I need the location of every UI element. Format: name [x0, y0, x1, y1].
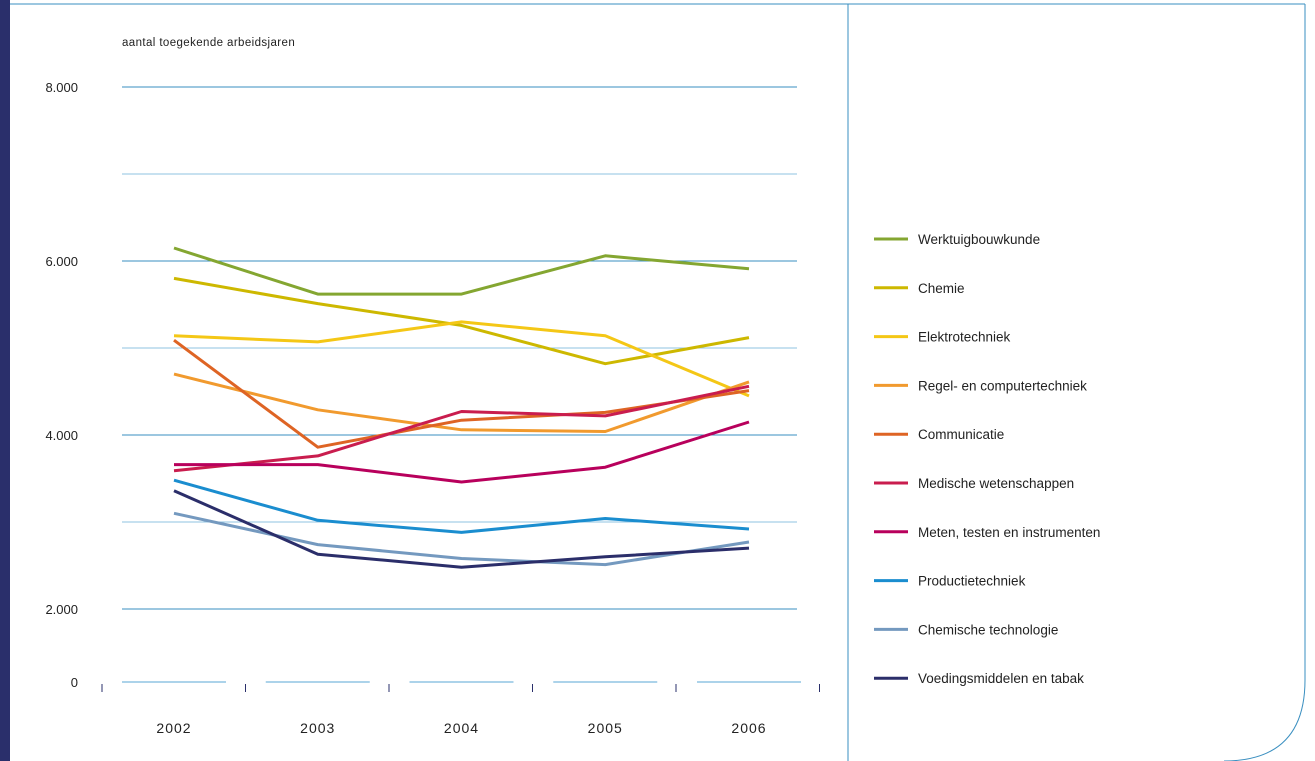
y-tick-label: 8.000: [45, 80, 78, 95]
gridlines: [122, 86, 797, 610]
x-tick-label: 2005: [588, 720, 623, 736]
legend-label: Voedingsmiddelen en tabak: [918, 671, 1084, 686]
x-tick-label: 2004: [444, 720, 479, 736]
legend-label: Chemie: [918, 281, 965, 296]
y-tick-label: 4.000: [45, 428, 78, 443]
chart-frame: [10, 3, 1306, 761]
legend-label: Elektrotechniek: [918, 330, 1011, 345]
y-tick-label: 0: [71, 675, 78, 690]
legend-label: Chemische technologie: [918, 622, 1058, 637]
series-line: [173, 478, 750, 534]
series-line: [173, 489, 750, 569]
x-tick-label: 2003: [300, 720, 335, 736]
series-line: [173, 384, 750, 473]
x-tick-label: 2006: [731, 720, 766, 736]
y-tick-labels: 0 2.000 4.000 6.000 8.000: [45, 80, 78, 690]
legend-label: Meten, testen en instrumenten: [918, 525, 1100, 540]
y-axis-label: aantal toegekende arbeidsjaren: [122, 37, 295, 49]
x-axis: 2002 2003 2004 2005 2006: [101, 681, 820, 736]
legend-label: Communicatie: [918, 427, 1004, 442]
legend: Werktuigbouwkunde Chemie Elektrotechniek Re…: [874, 232, 1100, 686]
left-accent-bar: [0, 0, 10, 761]
legend-label: Productietechniek: [918, 574, 1026, 589]
series-line: [173, 320, 750, 398]
legend-label: Regel- en computertechniek: [918, 378, 1087, 393]
series-lines: [173, 246, 750, 569]
series-line: [174, 420, 750, 484]
x-tick-label: 2002: [156, 720, 191, 736]
legend-label: Medische wetenschappen: [918, 476, 1074, 491]
y-tick-label: 6.000: [45, 254, 78, 269]
series-line: [173, 511, 750, 567]
series-line: [173, 246, 750, 296]
y-tick-label: 2.000: [45, 602, 78, 617]
series-line: [173, 372, 750, 433]
legend-label: Werktuigbouwkunde: [918, 232, 1040, 247]
